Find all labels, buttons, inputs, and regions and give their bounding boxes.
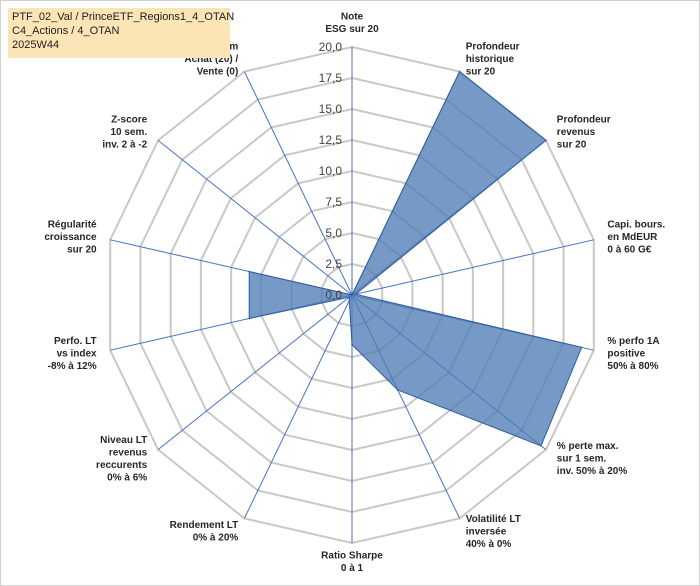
axis-label-6-line-1: inversée (466, 526, 507, 537)
axis-label-10: Perfo. LT vs index -8% à 12% (48, 336, 97, 372)
tick-label-3: 7,5 (325, 195, 342, 209)
axis-label-7-line-0: Ratio Sharpe (321, 551, 383, 562)
axis-label-0-line-0: Note (341, 12, 364, 23)
axis-label-11-line-2: sur 20 (67, 244, 97, 255)
axis-label-12-line-2: inv. 2 à -2 (102, 139, 147, 150)
series-point-13 (351, 294, 353, 296)
axis-label-8-line-0: Rendement LT (170, 520, 239, 531)
axis-label-11-line-1: croissance (44, 232, 97, 243)
spoke-9 (157, 294, 353, 450)
chart-title-line-1: PTF_02_Val / PrinceETF_Regions1_4_OTAN (12, 11, 235, 23)
radar-series-area (248, 70, 583, 447)
axis-label-3-line-1: en MdEUR (607, 232, 658, 243)
radar-tick-labels: 0,0 2,5 5,0 7,5 10,0 12,5 15,0 17,5 20,0 (319, 40, 343, 302)
series-point-2 (545, 139, 547, 142)
axis-label-9-line-0: Niveau LT (100, 435, 147, 446)
series-point-9 (348, 296, 350, 299)
tick-label-2: 5,0 (325, 226, 342, 240)
series-point-10 (248, 317, 250, 320)
axis-label-9-line-1: revenus (109, 447, 148, 458)
tick-label-1: 2,5 (325, 257, 342, 271)
axis-label-5-line-0: % perte max. (557, 441, 619, 452)
axis-label-12: Z-score 10 sem. inv. 2 à -2 (102, 114, 147, 150)
axis-label-3: Capi. bours. en MdEUR 0 à 60 G€ (607, 219, 665, 255)
series-point-1 (458, 70, 461, 73)
axis-label-7-line-1: 0 à 1 (341, 563, 364, 574)
axis-label-10-line-2: -8% à 12% (48, 361, 97, 372)
axis-label-8-line-1: 0% à 20% (193, 533, 239, 544)
series-polygon (248, 70, 583, 447)
axis-label-2-line-2: sur 20 (557, 139, 587, 150)
axis-label-3-line-0: Capi. bours. (607, 219, 665, 230)
chart-title-line-3: 2025W44 (12, 39, 60, 51)
axis-label-3-line-2: 0 à 60 G€ (607, 244, 651, 255)
spoke-13 (243, 71, 353, 296)
tick-label-4: 10,0 (319, 164, 343, 178)
axis-label-6-line-2: 40% à 0% (466, 539, 512, 550)
axis-label-4-line-0: % perfo 1A (607, 336, 659, 347)
axis-label-5-line-1: sur 1 sem. (557, 454, 607, 465)
axis-label-6-line-0: Volatilité LT (466, 514, 521, 525)
series-point-8 (348, 299, 351, 302)
axis-label-10-line-1: vs index (57, 349, 97, 360)
axis-label-6: Volatilité LT inversée 40% à 0% (466, 514, 521, 550)
axis-label-0: Note ESG sur 20 (325, 12, 379, 36)
axis-label-0-line-1: ESG sur 20 (325, 24, 379, 35)
axis-label-2: Profondeur revenus sur 20 (557, 114, 611, 150)
axis-label-9-line-2: reccurents (96, 460, 148, 471)
axis-label-1-line-0: Profondeur (466, 42, 520, 53)
axis-label-5: % perte max. sur 1 sem. inv. 50% à 20% (557, 441, 628, 477)
axis-label-7: Ratio Sharpe 0 à 1 (321, 551, 383, 575)
spoke-3 (351, 239, 594, 296)
axis-label-12-line-1: 10 sem. (110, 127, 147, 138)
axis-label-10-line-0: Perfo. LT (54, 336, 97, 347)
axis-label-5-line-2: inv. 50% à 20% (557, 466, 628, 477)
series-point-11 (248, 270, 250, 273)
axis-label-1-line-1: historique (466, 54, 515, 65)
axis-label-2-line-1: revenus (557, 127, 596, 138)
axis-label-13-line-1: Achat (20) / (184, 54, 238, 65)
series-point-6 (396, 389, 399, 391)
tick-label-6: 15,0 (319, 102, 343, 116)
axis-label-9: Niveau LT revenus reccurents 0% à 6% (96, 435, 148, 484)
spoke-8 (243, 294, 353, 519)
axis-label-11-line-0: Régularité (48, 219, 97, 230)
chart-title-line-2: C4_Actions / 4_OTAN (12, 25, 120, 37)
series-point-4 (580, 346, 583, 349)
axis-label-12-line-0: Z-score (111, 114, 148, 125)
chart-title-box: PTF_02_Val / PrinceETF_Regions1_4_OTAN C… (8, 8, 235, 58)
axis-label-4: % perfo 1A positive 50% à 80% (607, 336, 659, 372)
tick-label-8: 20,0 (319, 40, 343, 54)
axis-label-9-line-3: 0% à 6% (107, 472, 147, 483)
series-point-5 (540, 445, 542, 447)
axis-label-1-line-2: sur 20 (466, 67, 496, 78)
tick-label-7: 17,5 (319, 71, 343, 85)
axis-label-1: Profondeur historique sur 20 (466, 42, 520, 78)
axis-label-8: Rendement LT 0% à 20% (170, 520, 239, 544)
axis-label-11: Régularité croissance sur 20 (44, 219, 97, 255)
series-point-7 (351, 343, 353, 346)
tick-label-0: 0,0 (325, 288, 342, 302)
axis-label-4-line-2: 50% à 80% (607, 361, 658, 372)
axis-label-2-line-0: Profondeur (557, 114, 611, 125)
spoke-12 (157, 140, 353, 296)
tick-label-5: 12,5 (319, 133, 343, 147)
axis-label-13-line-2: Vente (0) (197, 67, 239, 78)
axis-label-4-line-1: positive (607, 349, 645, 360)
series-point-3 (354, 293, 357, 296)
